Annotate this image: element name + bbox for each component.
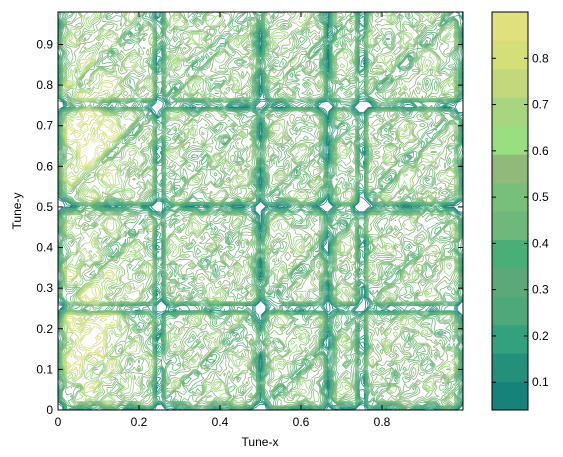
x-tick-label: 0.2 (131, 415, 148, 429)
colorbar-band (492, 239, 528, 269)
colorbar-band (492, 97, 528, 127)
y-tick-label: 0 (46, 403, 53, 417)
contour-line (60, 12, 460, 408)
contour-line (62, 12, 456, 403)
y-tick-label: 0.4 (36, 241, 53, 255)
colorbar-band (492, 353, 528, 383)
y-tick-label: 0.9 (36, 37, 53, 51)
contour-line (62, 12, 456, 404)
colorbar-tick-label: 0.6 (532, 144, 549, 158)
colorbar-tick-label: 0.2 (532, 329, 549, 343)
y-tick-label: 0.5 (36, 200, 53, 214)
plot-frame (57, 11, 464, 411)
y-axis-label: Tune-y (10, 193, 24, 230)
contour-line (60, 12, 459, 407)
y-tick-label: 0.6 (36, 159, 53, 173)
x-tick-label: 0.6 (293, 415, 310, 429)
contour-line (66, 112, 116, 358)
contour-line (61, 12, 458, 406)
colorbar-band (492, 182, 528, 212)
contour-line (63, 12, 455, 402)
y-tick-label: 0.8 (36, 78, 53, 92)
colorbar-band (492, 154, 528, 184)
colorbar-band (492, 12, 528, 41)
colorbar-band (492, 68, 528, 98)
colorbar-band (492, 324, 528, 354)
colorbar-tick-label: 0.1 (532, 375, 549, 389)
colorbar-tick-label: 0.4 (532, 236, 549, 250)
colorbar-tick-label: 0.5 (532, 190, 549, 204)
colorbar-frame (491, 11, 529, 411)
y-tick-label: 0.7 (36, 119, 53, 133)
contour-line (59, 12, 461, 409)
colorbar: 0.1 0.2 0.3 0.4 0.5 0.6 0.7 0.8 (491, 11, 549, 411)
contour-line (58, 12, 463, 410)
colorbar-band (492, 267, 528, 297)
x-tick-label: 0 (55, 415, 62, 429)
contour-line (61, 12, 457, 405)
x-axis-label: Tune-x (242, 435, 279, 449)
colorbar-tick-label: 0.3 (532, 283, 549, 297)
x-tick-label: 0.8 (374, 415, 391, 429)
contour-line (64, 15, 388, 394)
x-tick-label: 0.4 (212, 415, 229, 429)
colorbar-band (492, 125, 528, 155)
colorbar-tick-label: 0.7 (532, 98, 549, 112)
y-axis: 0 0.1 0.2 0.3 0.4 0.5 0.6 0.7 0.8 0.9 (36, 37, 463, 417)
contour-line (65, 58, 120, 390)
x-axis: 0 0.2 0.4 0.6 0.8 (55, 12, 391, 429)
contour-line (65, 61, 118, 389)
colorbar-band (492, 211, 528, 240)
colorbar-band (492, 40, 528, 70)
colorbar-band (492, 381, 528, 411)
y-tick-label: 0.2 (36, 322, 53, 336)
contour-line (58, 12, 463, 410)
colorbar-tick-label: 0.8 (532, 51, 549, 65)
contour-line (59, 12, 460, 408)
y-tick-label: 0.1 (36, 362, 53, 376)
y-tick-label: 0.3 (36, 281, 53, 295)
contour-line (58, 12, 463, 410)
colorbar-band (492, 296, 528, 326)
